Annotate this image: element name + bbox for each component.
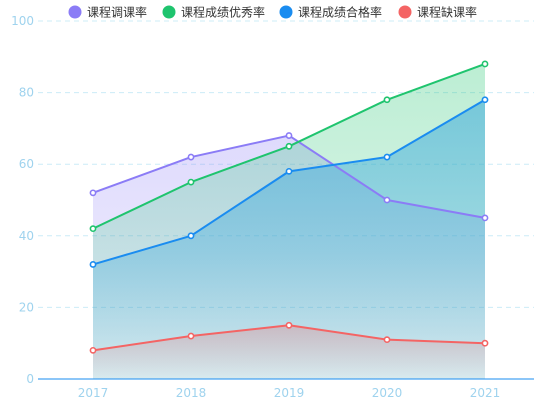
data-point[interactable] — [89, 189, 97, 197]
x-tick-label: 2018 — [176, 386, 207, 400]
x-tick-label: 2020 — [372, 386, 403, 400]
x-axis: 2017 2018 2019 2020 2021 — [38, 378, 534, 400]
chart-legend: 课程调课率 课程成绩优秀率 课程成绩合格率 课程缺课率 — [68, 5, 478, 20]
legend-label: 课程成绩优秀率 — [181, 5, 265, 20]
data-point[interactable] — [89, 261, 97, 268]
data-point[interactable] — [187, 232, 195, 240]
data-point[interactable] — [89, 346, 97, 354]
area-series-2 — [93, 99, 485, 379]
y-tick-label: 0 — [26, 372, 34, 386]
data-point[interactable] — [481, 339, 489, 347]
y-tick-label: 40 — [19, 229, 34, 243]
data-point[interactable] — [285, 132, 293, 139]
data-point[interactable] — [383, 153, 391, 161]
data-point[interactable] — [383, 336, 391, 344]
data-point[interactable] — [187, 332, 195, 340]
legend-label: 课程调课率 — [87, 5, 147, 20]
legend-marker — [68, 5, 82, 19]
y-tick-label: 20 — [19, 300, 34, 314]
y-tick-label: 80 — [19, 86, 34, 100]
legend-item[interactable]: 课程缺课率 — [398, 5, 478, 20]
legend-marker — [398, 5, 412, 19]
data-point[interactable] — [383, 96, 391, 104]
x-tick-label: 2019 — [274, 386, 305, 400]
data-point[interactable] — [481, 96, 489, 104]
data-point[interactable] — [383, 196, 391, 204]
y-tick-label: 60 — [19, 157, 34, 171]
data-point[interactable] — [187, 178, 195, 186]
legend-marker — [279, 5, 293, 19]
x-tick-label: 2021 — [470, 386, 501, 400]
legend-item[interactable]: 课程调课率 — [68, 5, 148, 20]
data-point[interactable] — [187, 153, 195, 161]
data-point[interactable] — [285, 167, 293, 175]
data-point[interactable] — [285, 142, 293, 150]
series-areas — [93, 63, 485, 380]
data-point[interactable] — [285, 321, 293, 329]
data-point[interactable] — [89, 225, 97, 233]
legend-marker — [162, 5, 176, 19]
series-points — [89, 60, 489, 354]
data-point[interactable] — [481, 214, 489, 222]
x-tick-label: 2017 — [78, 386, 109, 400]
y-tick-label: 100 — [11, 14, 34, 28]
legend-label: 课程成绩合格率 — [298, 5, 382, 20]
data-point[interactable] — [481, 60, 489, 68]
y-axis: 0 20 40 60 80 100 — [11, 14, 34, 386]
legend-item[interactable]: 课程成绩优秀率 — [162, 5, 266, 20]
legend-label: 课程缺课率 — [417, 5, 477, 20]
legend-item[interactable]: 课程成绩合格率 — [279, 5, 383, 20]
